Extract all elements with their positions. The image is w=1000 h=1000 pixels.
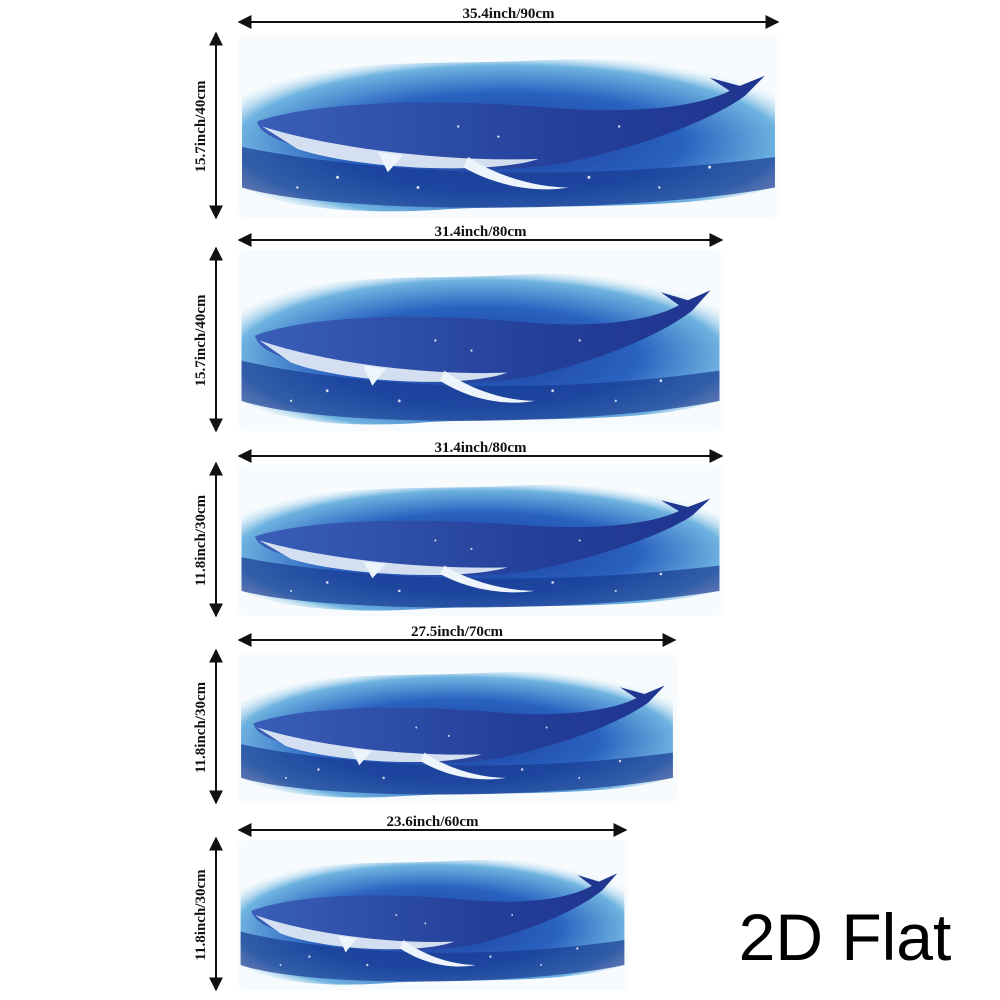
width-label: 27.5inch/70cm [411,624,504,640]
mat-image [237,465,724,616]
mat-image [237,840,628,990]
mat-image [237,250,724,431]
height-label: 11.8inch/30cm [193,681,209,773]
height-label: 15.7inch/40cm [193,80,209,173]
width-label: 35.4inch/90cm [462,6,555,22]
height-label: 11.8inch/30cm [193,869,209,961]
caption: 2D Flat [739,900,952,974]
mat-image [237,35,780,218]
width-label: 23.6inch/60cm [386,814,479,830]
width-label: 31.4inch/80cm [434,224,527,240]
height-label: 11.8inch/30cm [193,494,209,586]
mat-image [237,652,677,803]
width-label: 31.4inch/80cm [434,440,527,456]
height-label: 15.7inch/40cm [193,294,209,387]
